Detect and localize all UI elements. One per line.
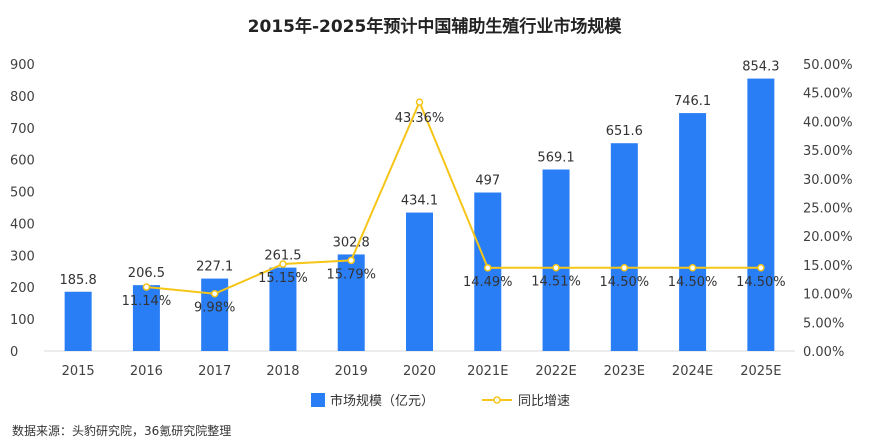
y-left-tick-label: 900 (10, 58, 35, 73)
x-tick-label: 2015 (62, 364, 95, 379)
legend-bar-label: 市场规模（亿元） (330, 393, 434, 409)
bar-value-label: 497 (475, 174, 500, 189)
growth-point (757, 264, 765, 272)
y-left-tick-label: 300 (10, 249, 35, 264)
x-tick-label: 2022E (535, 364, 576, 379)
growth-value-label: 14.49% (463, 275, 513, 290)
x-tick-label: 2017 (198, 364, 231, 379)
bar (610, 143, 638, 351)
y-right-tick-label: 35.00% (803, 144, 853, 159)
x-tick-label: 2021E (467, 364, 508, 379)
growth-point (688, 264, 697, 272)
y-right-tick-label: 20.00% (803, 230, 853, 245)
bar-value-label: 302.8 (333, 235, 370, 250)
growth-value-label: 43.36% (395, 111, 445, 126)
bar-value-label: 206.5 (128, 266, 165, 281)
bar-value-label: 261.5 (264, 249, 301, 264)
bar (747, 78, 775, 352)
y-left-tick-label: 100 (10, 313, 35, 328)
growth-value-label: 14.50% (600, 275, 650, 290)
growth-point (484, 264, 492, 272)
growth-value-label: 14.51% (531, 275, 581, 290)
legend-bar-swatch (311, 393, 325, 407)
bar-value-label: 434.1 (401, 194, 438, 209)
chart-source-note: 数据来源：头豹研究院，36氪研究院整理 (12, 424, 232, 438)
y-left-tick-label: 700 (10, 122, 35, 137)
bar (269, 267, 297, 351)
x-tick-label: 2019 (335, 364, 368, 379)
bar-value-label: 569.1 (537, 151, 574, 166)
bar-value-label: 651.6 (606, 124, 643, 139)
y-right-tick-label: 45.00% (803, 87, 853, 102)
growth-value-label: 9.98% (194, 301, 235, 316)
y-right-tick-label: 40.00% (803, 115, 853, 130)
y-right-tick-label: 5.00% (803, 316, 844, 331)
bar-value-label: 227.1 (196, 260, 233, 275)
bar (679, 113, 707, 352)
y-right-tick-label: 25.00% (803, 202, 853, 217)
growth-point (415, 98, 424, 106)
growth-value-label: 15.15% (258, 271, 308, 286)
legend-line-label: 同比增速 (518, 394, 570, 409)
y-right-tick-label: 0.00% (803, 345, 844, 360)
growth-point (279, 260, 287, 268)
growth-point (347, 256, 355, 265)
growth-value-label: 14.50% (668, 275, 718, 290)
y-left-tick-label: 200 (10, 281, 35, 296)
x-tick-label: 2023E (604, 364, 645, 379)
growth-line (146, 99, 761, 295)
growth-value-label: 11.14% (122, 294, 172, 309)
bar-value-label: 854.3 (742, 60, 779, 75)
growth-point (142, 283, 151, 291)
x-tick-label: 2016 (130, 364, 163, 379)
y-right-tick-label: 10.00% (803, 288, 853, 303)
growth-point (210, 289, 219, 298)
y-left-tick-label: 800 (10, 90, 35, 105)
bar-value-label: 185.8 (60, 273, 97, 288)
y-left-tick-label: 500 (10, 186, 35, 201)
y-right-tick-label: 30.00% (803, 173, 853, 188)
growth-value-label: 14.50% (736, 275, 786, 290)
legend-line-marker (493, 396, 501, 404)
growth-point (552, 263, 560, 272)
x-tick-label: 2018 (266, 364, 299, 379)
y-left-tick-label: 400 (10, 217, 35, 232)
y-left-tick-label: 0 (10, 345, 18, 360)
y-right-tick-label: 15.00% (803, 259, 853, 274)
x-tick-label: 2025E (740, 364, 781, 379)
bar (406, 212, 433, 351)
growth-value-label: 15.79% (326, 267, 376, 282)
bar (132, 285, 160, 351)
bar (474, 192, 502, 351)
bar-value-label: 746.1 (674, 94, 711, 109)
x-tick-label: 2024E (672, 364, 713, 379)
growth-point (620, 264, 629, 272)
bar (542, 169, 570, 351)
y-right-tick-label: 50.00% (803, 58, 853, 73)
x-tick-label: 2020 (403, 364, 436, 379)
bar (64, 291, 92, 351)
chart-title: 2015年-2025年预计中国辅助生殖行业市场规模 (247, 17, 622, 37)
bar (337, 254, 365, 351)
y-left-tick-label: 600 (10, 154, 35, 169)
